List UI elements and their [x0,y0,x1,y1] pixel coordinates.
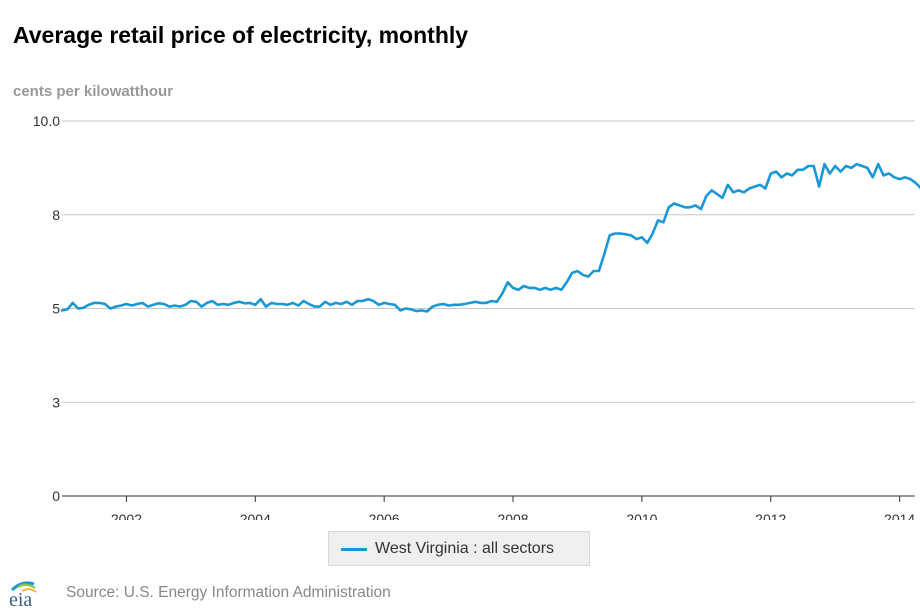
legend-swatch [341,548,367,551]
chart-title: Average retail price of electricity, mon… [13,22,469,48]
y-tick-label: 3 [52,394,60,410]
eia-logo-icon: eia [9,581,37,608]
legend[interactable]: West Virginia : all sectors [328,531,590,566]
y-tick-label: 5 [52,301,60,317]
x-tick-label: 2004 [240,511,271,520]
y-axis-label: cents per kilowatthour [13,83,174,100]
x-tick-label: 2012 [755,511,786,520]
y-tick-label: 8 [52,207,60,223]
legend-label: West Virginia : all sectors [375,540,555,557]
x-tick-label: 2002 [111,511,142,520]
y-tick-label: 0 [52,488,60,504]
svg-text:eia: eia [9,589,32,608]
source-note: Source: U.S. Energy Information Administ… [66,584,391,601]
series-line [60,162,920,313]
x-tick-label: 2010 [626,511,657,520]
line-chart: 0 3 5 8 10.0 2002 2004 2006 2008 2010 2012 2014 [33,113,920,520]
y-tick-label: 10.0 [33,113,60,129]
x-tick-label: 2014 [884,511,915,520]
x-tick-label: 2006 [369,511,400,520]
x-tick-label: 2008 [497,511,528,520]
